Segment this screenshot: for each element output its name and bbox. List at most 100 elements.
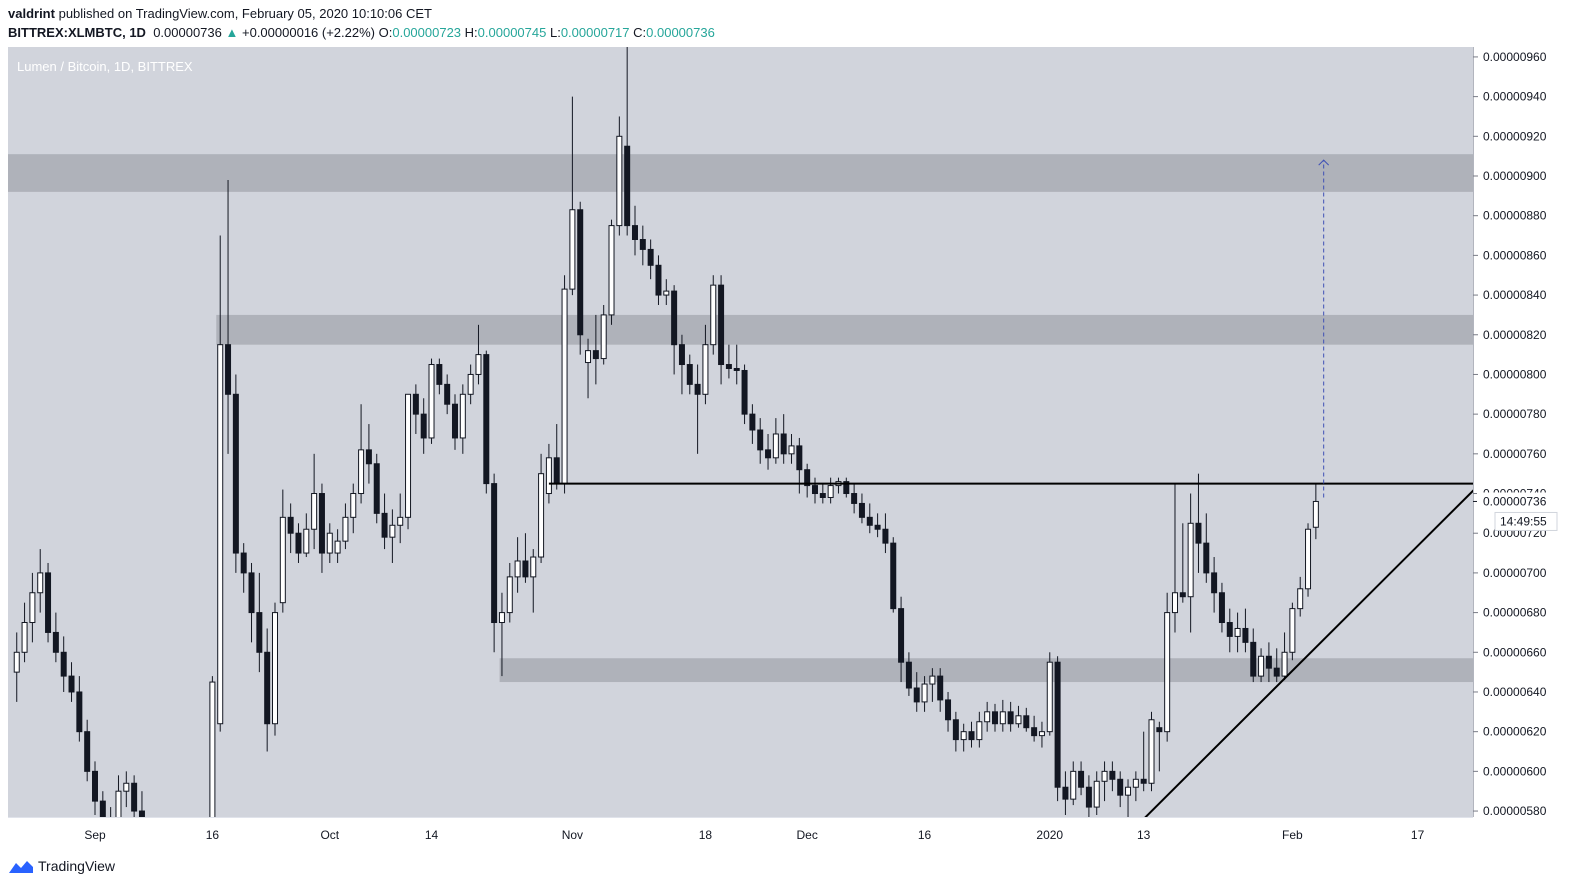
change-value: +0.00000016 (+2.22%) (242, 25, 375, 40)
candle-46 (436, 358, 443, 395)
ohlc-bar: BITTREX:XLMBTC, 1D 0.00000736 ▲ +0.00000… (8, 25, 715, 40)
candle-93 (804, 463, 811, 498)
candle-73 (647, 239, 654, 280)
candle-38 (373, 453, 380, 524)
candle-76 (671, 285, 678, 375)
candle-28 (295, 523, 302, 563)
y-tick-1: 0.00000600 (1483, 764, 1547, 778)
candle-66 (592, 314, 599, 385)
y-tick-18: 0.00000940 (1483, 90, 1547, 104)
open-label: O: (378, 25, 393, 40)
candle-15 (131, 775, 138, 817)
x-tick-0: Sep (84, 828, 106, 842)
candle-54 (498, 592, 505, 677)
candle-86 (749, 404, 756, 444)
candle-19 (225, 179, 232, 454)
candle-47 (444, 374, 451, 415)
x-tick-11: 17 (1411, 828, 1425, 842)
candle-94 (811, 477, 818, 504)
last-value: 0.00000736 (153, 25, 222, 40)
candle-88 (765, 433, 772, 470)
x-tick-5: 18 (699, 828, 713, 842)
candle-133 (1117, 771, 1124, 808)
chart-canvas[interactable] (8, 47, 1473, 817)
x-tick-10: Feb (1282, 828, 1303, 842)
candle-152 (1265, 642, 1272, 683)
candle-87 (757, 418, 764, 464)
candle-75 (663, 279, 670, 305)
candle-115 (976, 711, 983, 748)
y-tick-11: 0.00000800 (1483, 367, 1547, 381)
candle-44 (420, 398, 427, 454)
candle-12 (110, 807, 112, 817)
candle-148 (1234, 612, 1241, 653)
footer-brand: TradingView (38, 858, 116, 874)
price-axis[interactable]: 0.00000580 0.00000600 0.00000620 0.00000640… (1473, 47, 1579, 818)
tradingview-logo-icon (9, 861, 33, 873)
open-value: 0.00000723 (392, 25, 462, 40)
y-tick-17: 0.00000920 (1483, 129, 1547, 143)
candle-144 (1203, 513, 1210, 583)
candle-55 (506, 562, 513, 623)
candle-36 (358, 404, 365, 504)
candle-127 (1070, 761, 1077, 806)
time-axis-canvas: Sep 16 Oct 14 Nov 18 Dec 16 2020 13 Feb 17 (84, 828, 1425, 842)
candle-9 (84, 719, 91, 782)
candle-120 (1015, 705, 1022, 728)
candle-43 (412, 384, 419, 434)
candle-150 (1250, 628, 1257, 683)
candle-99 (851, 483, 858, 514)
candle-114 (968, 721, 975, 748)
time-axis[interactable]: Sep 16 Oct 14 Nov 18 Dec 16 2020 13 Feb 17 (8, 817, 1473, 848)
y-tick-10: 0.00000780 (1483, 407, 1547, 421)
y-tick-19: 0.00000960 (1483, 50, 1547, 64)
change-arrow-icon: ▲ (225, 25, 239, 40)
candle-77 (678, 334, 685, 395)
candle-134 (1125, 779, 1132, 817)
candle-139 (1164, 592, 1171, 742)
support-trendline (1144, 489, 1473, 817)
candle-118 (999, 699, 1006, 732)
zone-1 (216, 314, 1473, 345)
x-tick-6: Dec (796, 828, 817, 842)
chart-plot-area[interactable] (8, 47, 1473, 817)
candle-128 (1078, 761, 1085, 796)
candle-95 (819, 483, 826, 504)
target-arrow-head (1318, 159, 1330, 166)
candle-23 (256, 572, 263, 673)
candle-109 (929, 668, 936, 702)
candle-45 (428, 358, 435, 444)
x-tick-8: 2020 (1036, 828, 1063, 842)
zone-0 (8, 154, 1473, 192)
candle-143 (1195, 473, 1202, 573)
candle-107 (913, 672, 920, 712)
candle-79 (694, 364, 701, 454)
countdown-bg (1494, 511, 1558, 531)
candle-40 (389, 509, 396, 563)
x-tick-3: 14 (425, 828, 439, 842)
candle-117 (991, 703, 998, 732)
y-tick-9: 0.00000760 (1483, 447, 1547, 461)
candle-84 (733, 344, 740, 385)
candle-63 (569, 96, 576, 296)
published-text: published on TradingView.com, February 0… (58, 6, 432, 21)
candle-32 (326, 523, 333, 563)
candle-18 (217, 235, 224, 732)
candle-29 (303, 513, 310, 558)
candle-7 (68, 662, 75, 702)
candle-31 (318, 483, 325, 573)
candle-4 (45, 562, 52, 643)
candle-56 (514, 537, 521, 593)
candle-140 (1171, 483, 1178, 633)
y-tick-5: 0.00000680 (1483, 606, 1547, 620)
x-tick-9: 13 (1137, 828, 1151, 842)
candle-104 (890, 537, 897, 613)
publish-info: valdrint published on TradingView.com, F… (8, 6, 432, 21)
candle-97 (835, 477, 842, 494)
x-tick-1: 16 (206, 828, 220, 842)
candle-49 (459, 384, 466, 454)
zone-2 (499, 658, 1473, 683)
tradingview-branding[interactable]: TradingView (8, 858, 115, 874)
candle-69 (616, 116, 623, 236)
high-label: H: (464, 25, 478, 40)
